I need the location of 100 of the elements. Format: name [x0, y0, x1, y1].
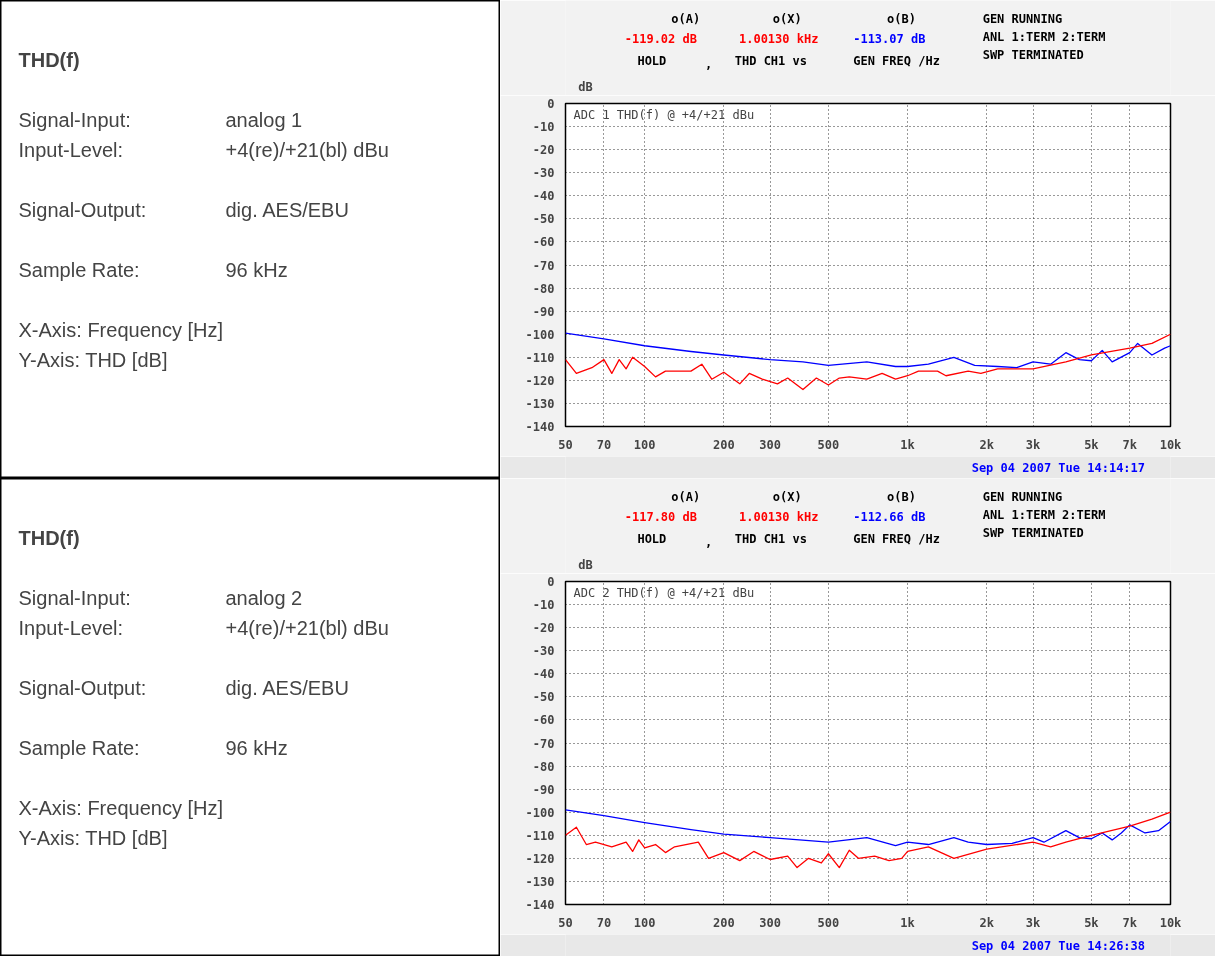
- x-tick-label: 7k: [1122, 437, 1138, 452]
- y-tick-label: -20: [532, 621, 555, 636]
- text: 1.00130 kHz: [738, 31, 819, 46]
- text: X-Axis: Frequency [Hz]: [18, 318, 224, 341]
- text: o(X): [772, 489, 802, 504]
- y-tick-label: -50: [532, 690, 555, 705]
- y-axis-title: dB: [578, 557, 593, 572]
- text: -112.66 dB: [853, 509, 926, 524]
- text: ANL 1:TERM 2:TERM: [982, 507, 1106, 522]
- text: dig. AES/EBU: [225, 676, 349, 699]
- text: Signal-Input:: [18, 108, 131, 131]
- text: 96 kHz: [225, 258, 288, 281]
- text: Input-Level:: [18, 138, 124, 161]
- y-tick-label: -130: [525, 874, 555, 889]
- text: THD(f): [18, 526, 80, 549]
- text: THD CH1 vs: [734, 53, 807, 68]
- text: -113.07 dB: [853, 31, 926, 46]
- text: analog 2: [225, 586, 303, 609]
- y-tick-label: 0: [547, 575, 555, 589]
- text: Sep 04 2007 Tue 14:14:17: [971, 460, 1146, 475]
- text: o(B): [887, 489, 916, 504]
- x-tick-label: 500: [817, 915, 840, 930]
- x-tick-label: 100: [633, 437, 656, 452]
- text: o(B): [887, 11, 916, 26]
- text: dig. AES/EBU: [225, 198, 349, 221]
- x-tick-label: 3k: [1025, 437, 1042, 452]
- text: o(A): [671, 11, 701, 26]
- x-tick-label: 500: [817, 437, 840, 452]
- y-tick-label: -20: [532, 143, 555, 158]
- y-tick-label: 0: [547, 97, 555, 111]
- x-tick-label: 1k: [900, 915, 916, 930]
- text: o(X): [772, 11, 802, 26]
- y-tick-label: -60: [532, 235, 555, 250]
- text: Y-Axis: THD [dB]: [18, 826, 168, 849]
- y-tick-label: -100: [525, 805, 555, 820]
- y-tick-label: -60: [532, 713, 555, 728]
- chart-title: ADC 1 THD(f) @ +4/+21 dBu: [573, 107, 755, 122]
- text: Sample Rate:: [18, 736, 140, 759]
- chart-title: ADC 2 THD(f) @ +4/+21 dBu: [573, 585, 755, 600]
- text: SWP TERMINATED: [982, 47, 1084, 62]
- text: 96 kHz: [225, 736, 288, 759]
- x-tick-label: 70: [596, 915, 612, 930]
- y-tick-label: -40: [532, 667, 555, 682]
- x-tick-label: 7k: [1122, 915, 1138, 930]
- y-tick-label: -80: [532, 281, 555, 296]
- y-tick-label: -70: [532, 736, 555, 751]
- text: ,: [705, 56, 713, 71]
- x-tick-label: 2k: [979, 915, 995, 930]
- text: analog 1: [225, 108, 303, 131]
- text: Input-Level:: [18, 616, 124, 639]
- text: GEN RUNNING: [982, 489, 1063, 504]
- x-tick-label: 200: [712, 437, 735, 452]
- y-tick-label: -120: [525, 851, 555, 866]
- x-tick-label: 10k: [1159, 915, 1183, 930]
- y-tick-label: -80: [532, 759, 555, 774]
- y-tick-label: -100: [525, 327, 555, 342]
- y-tick-label: -140: [525, 420, 555, 434]
- text: X-Axis: Frequency [Hz]: [18, 796, 224, 819]
- x-tick-label: 10k: [1159, 437, 1183, 452]
- text: Signal-Input:: [18, 586, 131, 609]
- text: THD CH1 vs: [734, 531, 807, 546]
- x-tick-label: 200: [712, 915, 735, 930]
- text: GEN FREQ /Hz: [853, 531, 940, 546]
- text: GEN FREQ /Hz: [853, 53, 940, 68]
- y-tick-label: -90: [532, 782, 555, 797]
- text: ANL 1:TERM 2:TERM: [982, 29, 1106, 44]
- text: -119.02 dB: [624, 31, 697, 46]
- y-axis-title: dB: [578, 79, 593, 94]
- text: THD(f): [18, 48, 80, 71]
- text: Sample Rate:: [18, 258, 140, 281]
- y-tick-label: -30: [532, 166, 555, 181]
- x-tick-label: 2k: [979, 437, 995, 452]
- y-tick-label: -50: [532, 212, 555, 227]
- x-tick-label: 300: [759, 915, 781, 930]
- text: Sep 04 2007 Tue 14:26:38: [971, 938, 1146, 953]
- text: Signal-Output:: [18, 198, 147, 221]
- y-tick-label: -140: [525, 898, 555, 912]
- x-tick-label: 1k: [900, 437, 916, 452]
- text: HOLD: [637, 531, 667, 546]
- y-tick-label: -120: [525, 373, 555, 388]
- x-tick-label: 5k: [1084, 915, 1100, 930]
- y-tick-label: -110: [525, 828, 555, 843]
- y-tick-label: -90: [532, 304, 555, 319]
- x-tick-label: 5k: [1084, 437, 1100, 452]
- text: o(A): [671, 489, 701, 504]
- text: -117.80 dB: [624, 509, 697, 524]
- text: +4(re)/+21(bl) dBu: [225, 616, 389, 639]
- y-tick-label: -70: [532, 258, 555, 273]
- y-tick-label: -10: [532, 120, 555, 135]
- text: Signal-Output:: [18, 676, 147, 699]
- text: ,: [705, 534, 713, 549]
- x-tick-label: 100: [633, 915, 656, 930]
- x-tick-label: 50: [558, 437, 573, 452]
- x-tick-label: 3k: [1025, 915, 1042, 930]
- text: 1.00130 kHz: [738, 509, 819, 524]
- text: HOLD: [637, 53, 667, 68]
- text: GEN RUNNING: [982, 11, 1063, 26]
- y-tick-label: -110: [525, 350, 555, 365]
- text: Y-Axis: THD [dB]: [18, 348, 168, 371]
- y-tick-label: -40: [532, 189, 555, 204]
